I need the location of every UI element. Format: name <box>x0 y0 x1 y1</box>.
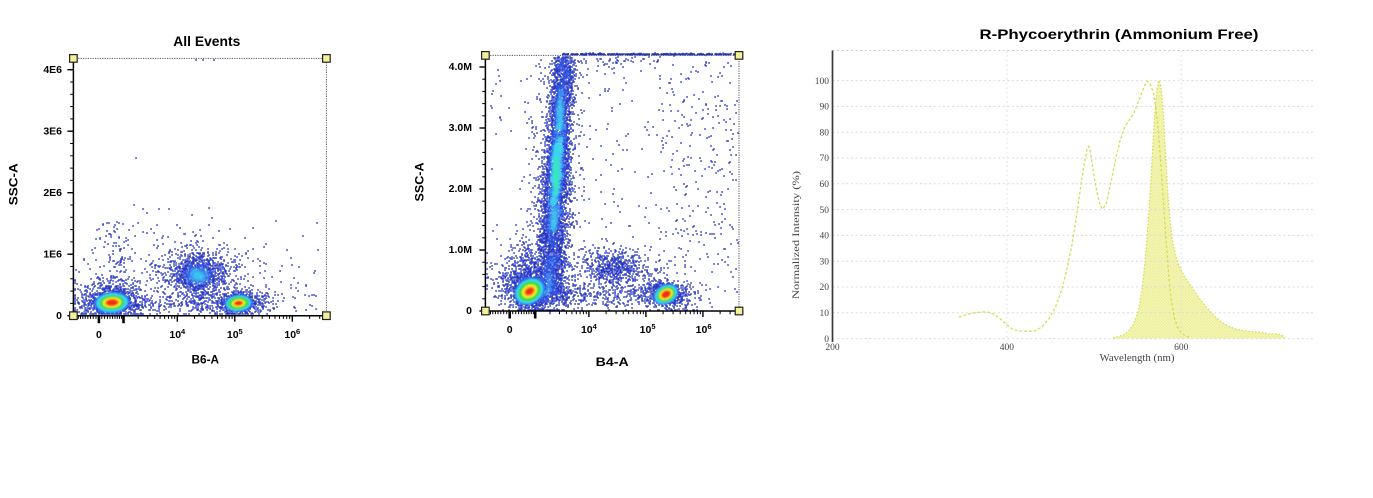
svg-text:50: 50 <box>820 206 830 216</box>
svg-text:R-Phycoerythrin (Ammonium Free: R-Phycoerythrin (Ammonium Free) <box>980 26 1259 42</box>
svg-text:30: 30 <box>820 257 830 267</box>
svg-text:90: 90 <box>820 103 830 113</box>
svg-text:1.0M: 1.0M <box>449 244 473 256</box>
svg-text:200: 200 <box>825 343 840 353</box>
svg-text:10: 10 <box>820 309 830 319</box>
svg-text:60: 60 <box>820 180 830 190</box>
svg-text:20: 20 <box>820 283 830 293</box>
svg-text:400: 400 <box>1000 343 1015 353</box>
svg-text:2.0M: 2.0M <box>449 183 473 195</box>
svg-text:3.0M: 3.0M <box>449 122 473 134</box>
svg-text:2E6: 2E6 <box>43 187 62 199</box>
svg-text:SSC-A: SSC-A <box>8 163 20 205</box>
svg-text:Normalized Intensity (%): Normalized Intensity (%) <box>791 171 802 299</box>
svg-text:100: 100 <box>815 77 830 87</box>
svg-text:4E6: 4E6 <box>43 64 62 76</box>
svg-text:40: 40 <box>820 232 830 242</box>
svg-text:0: 0 <box>824 335 829 345</box>
svg-text:1E6: 1E6 <box>43 248 62 260</box>
svg-text:80: 80 <box>820 128 830 138</box>
svg-text:B6-A: B6-A <box>192 355 220 367</box>
svg-text:Wavelength (nm): Wavelength (nm) <box>1100 353 1176 364</box>
svg-text:4.0M: 4.0M <box>449 61 473 73</box>
svg-text:0: 0 <box>96 329 102 341</box>
svg-text:All Events: All Events <box>173 33 240 49</box>
svg-text:0: 0 <box>466 305 472 317</box>
svg-text:70: 70 <box>820 154 830 164</box>
svg-text:0: 0 <box>56 310 62 322</box>
svg-text:3E6: 3E6 <box>43 125 62 137</box>
svg-text:SSC-A: SSC-A <box>415 163 427 202</box>
svg-text:600: 600 <box>1174 343 1189 353</box>
svg-text:B4-A: B4-A <box>596 357 629 369</box>
svg-text:0: 0 <box>507 324 513 336</box>
